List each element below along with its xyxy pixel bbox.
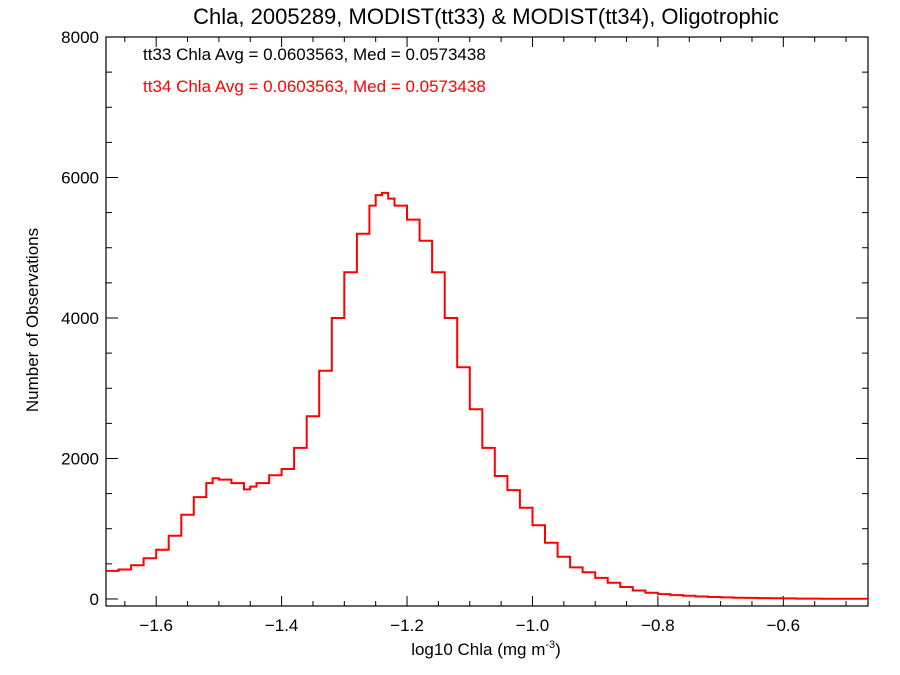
y-tick-label: 4000 [61, 309, 99, 328]
x-tick-label: −0.6 [767, 616, 801, 635]
annotation-tt33: tt33 Chla Avg = 0.0603563, Med = 0.05734… [143, 45, 486, 64]
y-axis-label: Number of Observations [23, 228, 42, 412]
series-line-tt34 [106, 191, 868, 600]
annotation-tt34: tt34 Chla Avg = 0.0603563, Med = 0.05734… [143, 77, 486, 96]
y-tick-label: 2000 [61, 449, 99, 468]
chart-title: Chla, 2005289, MODIST(tt33) & MODIST(tt3… [193, 4, 779, 29]
x-axis-label: log10 Chla (mg m-3) [411, 639, 561, 659]
plot-area [105, 36, 869, 607]
y-tick-label: 6000 [61, 168, 99, 187]
y-tick-label: 8000 [61, 28, 99, 47]
x-axis-label-end: ) [555, 640, 561, 659]
y-tick-label: 0 [90, 590, 99, 609]
plot-frame [105, 36, 869, 607]
x-axis-label-sup: -3 [545, 639, 555, 651]
x-tick-label: −1.6 [139, 616, 173, 635]
x-tick-label: −1.0 [516, 616, 550, 635]
x-axis-label-main: log10 Chla (mg m [411, 640, 545, 659]
x-tick-label: −1.4 [265, 616, 299, 635]
x-tick-label: −1.2 [390, 616, 424, 635]
x-tick-label: −0.8 [641, 616, 675, 635]
